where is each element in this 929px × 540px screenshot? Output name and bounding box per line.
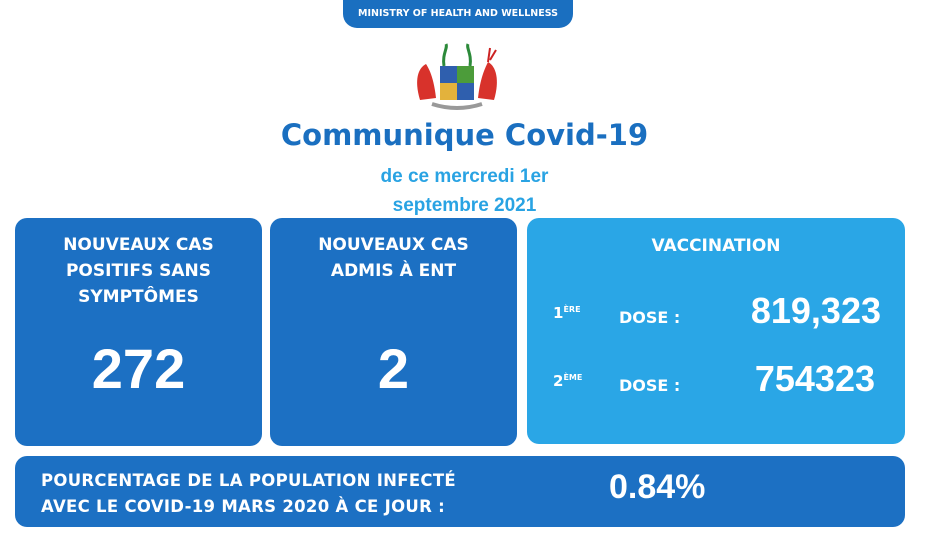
dose-row-1: 1ÈRE DOSE : 819,323	[527, 290, 905, 344]
dose-label: DOSE :	[619, 308, 681, 327]
dose-value: 754323	[754, 358, 875, 399]
card-label-line: NOUVEAUX CAS	[318, 235, 469, 255]
dose-ordinal: 2ÈME	[553, 372, 583, 390]
vaccination-card: VACCINATION 1ÈRE DOSE : 819,323 2ÈME DOS…	[527, 218, 905, 444]
coat-of-arms-emblem	[417, 43, 497, 110]
infection-percentage-bar: POURCENTAGE DE LA POPULATION INFECTÉ AVE…	[15, 456, 905, 527]
infection-label-line-2: AVEC LE COVID-19 MARS 2020 À CE JOUR :	[41, 497, 446, 516]
dose-ordinal: 1ÈRE	[553, 304, 581, 322]
date-line-1: de ce mercredi 1er	[380, 166, 549, 187]
card-label-line: ADMIS À ENT	[330, 261, 457, 281]
infection-label-line-1: POURCENTAGE DE LA POPULATION INFECTÉ	[41, 471, 456, 490]
vaccination-title: VACCINATION	[651, 236, 781, 256]
card-label-line: SYMPTÔMES	[78, 287, 199, 307]
card-ent-admissions: NOUVEAUX CAS ADMIS À ENT 2	[270, 218, 517, 446]
card-value: 272	[91, 337, 186, 400]
card-label-line: POSITIFS SANS	[65, 261, 212, 281]
card-label-line: NOUVEAUX CAS	[63, 235, 214, 255]
infection-percentage-value: 0.84%	[609, 468, 706, 506]
dose-label: DOSE :	[619, 376, 681, 395]
date-line-2: septembre 2021	[392, 195, 537, 216]
card-value: 2	[377, 337, 410, 400]
ministry-banner: MINISTRY OF HEALTH AND WELLNESS	[343, 0, 573, 28]
dose-value: 819,323	[750, 290, 881, 331]
card-asymptomatic-cases: NOUVEAUX CAS POSITIFS SANS SYMPTÔMES 272	[15, 218, 262, 446]
page-title: Communique Covid-19	[280, 118, 649, 152]
dose-row-2: 2ÈME DOSE : 754323	[527, 358, 905, 412]
